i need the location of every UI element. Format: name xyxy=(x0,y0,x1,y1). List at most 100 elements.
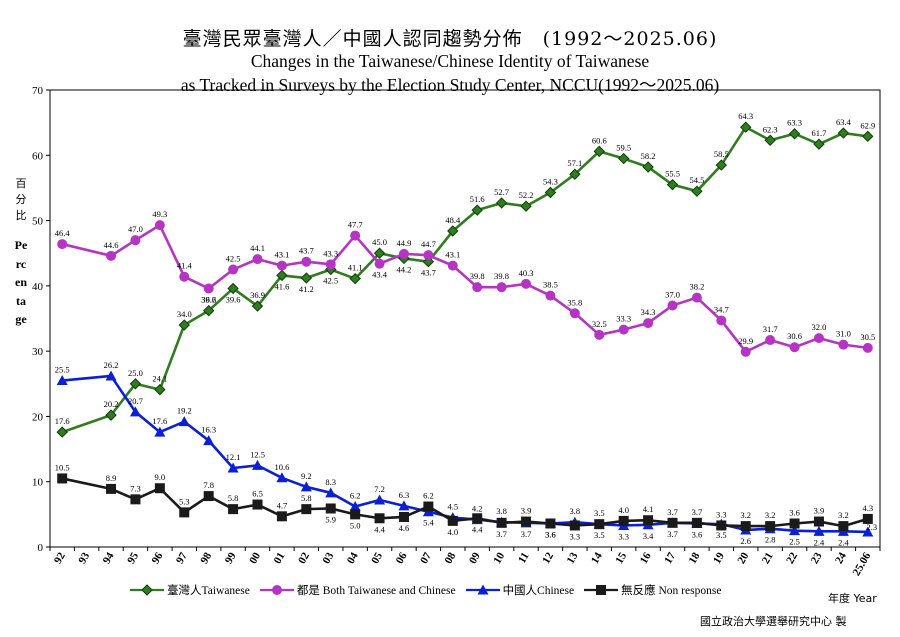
data-point-both xyxy=(667,300,678,311)
data-point-both xyxy=(643,318,654,329)
y-tick-label: 40 xyxy=(32,281,44,293)
data-label-taiwanese: 60.6 xyxy=(592,135,607,145)
data-label-taiwanese: 41.2 xyxy=(299,284,314,294)
data-label-taiwanese: 45.0 xyxy=(372,237,387,247)
data-point-chinese xyxy=(276,472,288,483)
data-point-both xyxy=(301,256,312,267)
data-point-both xyxy=(789,342,800,353)
data-point-chinese xyxy=(154,426,166,437)
data-point-nonresponse xyxy=(545,518,556,529)
data-label-both: 34.3 xyxy=(641,307,656,317)
data-point-taiwanese xyxy=(691,185,703,197)
data-label-taiwanese: 57.1 xyxy=(567,158,582,168)
x-tick-label: 98 xyxy=(198,550,214,566)
x-tick-label: 00 xyxy=(247,550,263,566)
data-label-chinese: 3.7 xyxy=(521,529,532,539)
x-tick-label: 13 xyxy=(565,550,581,566)
data-label-chinese: 3.6 xyxy=(692,529,703,539)
data-label-both: 38.5 xyxy=(543,280,558,290)
data-label-taiwanese: 20.2 xyxy=(104,399,119,409)
data-label-both: 31.7 xyxy=(763,324,778,334)
data-point-taiwanese xyxy=(373,247,386,259)
y-tick-label: 0 xyxy=(38,542,44,554)
data-point-taiwanese xyxy=(447,225,459,237)
data-label-taiwanese: 63.3 xyxy=(787,118,802,128)
data-point-nonresponse xyxy=(862,513,873,524)
data-point-nonresponse xyxy=(838,521,849,532)
legend-item-nonresponse: 無反應 Non response xyxy=(584,582,721,598)
data-label-nonresponse: 3.9 xyxy=(521,506,532,516)
data-point-chinese xyxy=(325,487,337,498)
legend-marker-chinese xyxy=(465,584,500,595)
data-point-taiwanese xyxy=(788,128,801,140)
data-label-nonresponse: 10.5 xyxy=(55,462,70,472)
data-label-chinese: 6.2 xyxy=(350,491,361,501)
data-label-nonresponse: 7.3 xyxy=(130,483,141,493)
data-label-both: 49.3 xyxy=(152,209,167,219)
legend-item-both: 都是 Both Taiwanese and Chinese xyxy=(259,582,456,598)
data-label-nonresponse: 5.0 xyxy=(350,520,361,530)
data-label-chinese: 7.2 xyxy=(374,484,385,494)
data-point-taiwanese xyxy=(56,426,68,438)
data-point-chinese xyxy=(789,525,801,536)
data-label-both: 43.3 xyxy=(323,248,338,258)
data-point-both xyxy=(740,346,751,357)
data-point-nonresponse xyxy=(643,515,654,526)
x-tick-label: 08 xyxy=(442,550,458,566)
data-label-chinese: 3.4 xyxy=(643,531,654,541)
data-point-nonresponse xyxy=(447,515,458,526)
data-label-chinese: 3.8 xyxy=(496,506,507,516)
data-label-chinese: 3.8 xyxy=(570,506,581,516)
data-point-chinese xyxy=(129,406,141,417)
data-point-nonresponse xyxy=(130,494,141,505)
x-tick-label: 94 xyxy=(101,550,117,566)
series-line-both xyxy=(61,223,868,354)
data-label-nonresponse: 3.7 xyxy=(692,507,703,517)
data-point-both xyxy=(350,230,361,241)
data-point-nonresponse xyxy=(813,516,824,527)
data-label-nonresponse: 4.4 xyxy=(374,524,385,534)
data-label-taiwanese: 39.6 xyxy=(226,294,241,304)
x-tick-label: 97 xyxy=(174,550,190,566)
y-tick-label: 70 xyxy=(32,85,44,97)
data-point-both xyxy=(228,264,239,275)
data-point-nonresponse xyxy=(423,501,434,512)
data-label-taiwanese: 24.1 xyxy=(152,374,167,384)
data-label-chinese: 16.3 xyxy=(201,425,216,435)
data-point-both xyxy=(618,324,629,335)
data-label-taiwanese: 34.0 xyxy=(177,309,192,319)
y-tick-label: 10 xyxy=(32,477,44,489)
x-tick-label: 05 xyxy=(369,550,385,566)
data-label-nonresponse: 4.7 xyxy=(277,500,288,510)
data-point-both xyxy=(447,260,458,271)
data-label-both: 35.8 xyxy=(567,297,582,307)
x-tick-label: 16 xyxy=(638,550,654,566)
x-tick-label: 24 xyxy=(833,550,849,566)
data-point-both xyxy=(862,342,873,353)
data-point-both xyxy=(545,290,556,301)
data-label-nonresponse: 3.7 xyxy=(496,529,507,539)
x-tick-label: 01 xyxy=(272,551,288,567)
data-point-taiwanese xyxy=(862,130,874,143)
data-label-both: 39.8 xyxy=(470,271,485,281)
data-label-both: 43.7 xyxy=(299,246,314,256)
data-label-taiwanese: 43.7 xyxy=(421,268,436,278)
data-point-both xyxy=(398,248,409,259)
data-label-nonresponse: 4.6 xyxy=(399,523,410,533)
data-point-nonresponse xyxy=(57,473,68,484)
y-axis-label-zh: 百分比 xyxy=(15,177,27,222)
data-point-both xyxy=(813,333,824,344)
data-point-nonresponse xyxy=(228,504,239,515)
data-point-taiwanese xyxy=(471,204,483,216)
data-label-both: 43.4 xyxy=(372,270,388,280)
y-tick-label: 30 xyxy=(32,346,44,358)
legend-label-both: 都是 Both Taiwanese and Chinese xyxy=(296,585,456,597)
data-label-chinese: 2.8 xyxy=(765,535,776,545)
data-label-both: 43.1 xyxy=(274,250,289,260)
data-point-taiwanese xyxy=(617,152,630,165)
data-label-both: 33.3 xyxy=(616,314,631,324)
data-label-chinese: 2.4 xyxy=(838,537,849,547)
data-label-chinese: 4.2 xyxy=(472,504,483,514)
data-label-both: 44.9 xyxy=(397,238,412,248)
data-point-both xyxy=(179,271,190,282)
